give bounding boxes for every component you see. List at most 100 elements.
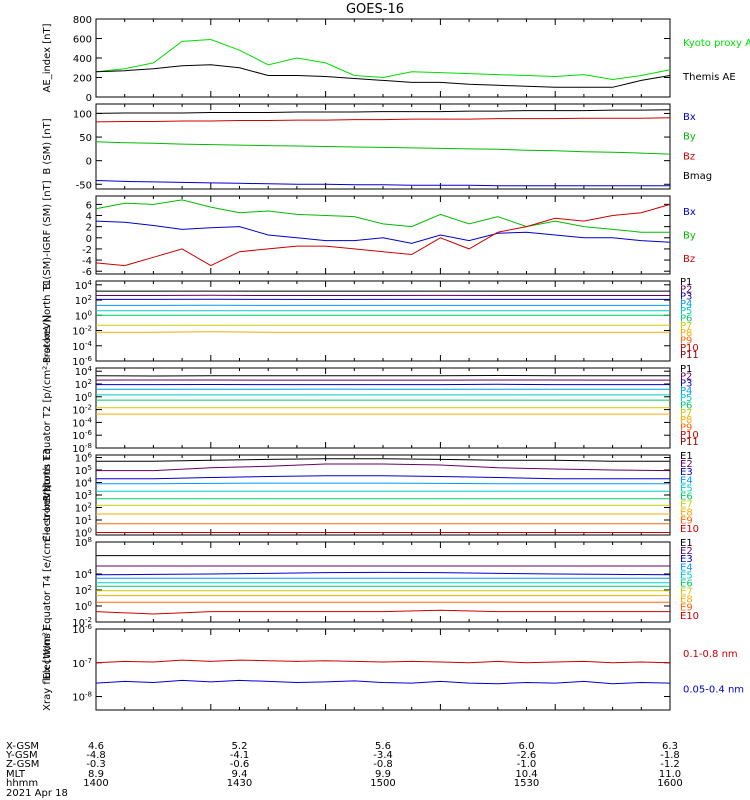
series-line-Bz [95, 117, 671, 123]
y-tick-label: 102 [75, 584, 92, 597]
x-tick-label: -0.3 [86, 759, 106, 770]
x-tick-label: -4.8 [86, 750, 106, 761]
legend-entry: Themis AE [682, 72, 736, 83]
x-tick-label: -0.8 [373, 759, 393, 770]
x-axis-row-label: MLT [6, 769, 26, 780]
y-tick-label: 100 [73, 109, 92, 120]
panel-frame [95, 103, 671, 190]
channel-label: E1 [680, 451, 693, 462]
channel-label: E7 [680, 500, 693, 511]
x-tick-label: 1530 [514, 778, 539, 789]
series-line-E10 [95, 609, 670, 615]
channel-label: P9 [680, 422, 692, 433]
y-tick-label: 104 [75, 365, 93, 378]
panel-2: 100 50 0 -50 B (SM) [nT] Bx By Bz Bmag [42, 103, 712, 191]
x-tick-label: 4.6 [88, 741, 104, 752]
y-tick-label: 0 [86, 93, 92, 104]
y-tick-label: 102 [75, 502, 92, 515]
x-tick-label: -2.6 [517, 750, 537, 761]
channel-label: P10 [680, 430, 699, 441]
panel-frame [95, 195, 671, 275]
y-tick-label: 10-7 [72, 657, 92, 670]
y-tick-label: 104 [75, 568, 93, 581]
channel-label: P4 [680, 386, 692, 397]
series-line-P8 [96, 331, 670, 333]
series-line-Bx [95, 220, 671, 244]
channel-label: P9 [680, 335, 692, 346]
channel-label: E1 [680, 538, 693, 549]
channel-label: E2 [680, 546, 693, 557]
legend-entry: 0.1-0.8 nm [683, 649, 738, 660]
y-tick-label: -2 [82, 245, 92, 256]
y-axis-label: AE_index [nT] [42, 23, 53, 92]
channel-label: E7 [680, 587, 693, 598]
channel-label: P2 [680, 371, 692, 382]
series-line-E4 [96, 482, 670, 485]
x-tick-label: 11.0 [659, 769, 681, 780]
x-tick-label: -1.8 [660, 750, 680, 761]
legend-entry: Bz [683, 151, 695, 162]
panel-frame [95, 541, 671, 623]
y-tick-label: 4 [86, 212, 92, 223]
y-tick-label: 106 [75, 452, 93, 465]
channel-label: E3 [680, 467, 693, 478]
y-tick-label: 10-2 [72, 404, 92, 417]
x-axis-row-label: X-GSM [6, 741, 39, 752]
channel-label: P8 [680, 415, 692, 426]
channel-label: E9 [680, 603, 693, 614]
y-tick-label: 0 [86, 234, 92, 245]
series-line-Bx [95, 180, 670, 187]
channel-label: P7 [680, 321, 692, 332]
channel-label: P4 [680, 299, 692, 310]
x-tick-label: 8.9 [88, 769, 104, 780]
x-tick-label: -0.6 [230, 759, 250, 770]
x-axis-row-label: Z-GSM [6, 759, 39, 770]
plot-title: GOES-16 [346, 2, 404, 17]
x-tick-label: -3.4 [373, 750, 393, 761]
x-tick-label: 9.4 [232, 769, 248, 780]
channel-label: E6 [680, 491, 693, 502]
x-tick-label: 5.2 [232, 741, 248, 752]
y-tick-label: 10-8 [72, 691, 92, 704]
channel-label: P8 [680, 328, 692, 339]
channel-label: E6 [680, 578, 693, 589]
series-line-Kyoto-proxy-AE [95, 38, 671, 81]
x-tick-label: 1500 [370, 778, 395, 789]
panel-1: 800 600 400 200 0 AE_index [nT] Kyoto proxy AE… [42, 15, 750, 104]
x-tick-label: 1430 [227, 778, 252, 789]
channel-label: E5 [680, 570, 693, 581]
legend-entry: Bz [683, 254, 695, 265]
y-tick-label: -6 [82, 267, 92, 278]
x-tick-label: 1400 [83, 778, 108, 789]
legend-entry: Bmag [683, 171, 712, 182]
series-line-Themis-AE [95, 64, 671, 88]
y-tick-label: 200 [73, 74, 92, 85]
y-tick-label: 0 [86, 157, 92, 168]
y-tick-label: 103 [75, 489, 92, 502]
channel-label: P5 [680, 306, 692, 317]
legend-entry: Bx [683, 207, 696, 218]
y-tick-label: 400 [73, 54, 92, 65]
y-tick-label: 104 [75, 477, 93, 490]
channel-label: E8 [680, 508, 693, 519]
legend-entry: Kyoto proxy AE [683, 38, 750, 49]
y-tick-label: 2 [86, 223, 92, 234]
y-tick-label: -4 [82, 256, 92, 267]
panel-frame [95, 280, 671, 362]
y-tick-label: -50 [76, 180, 92, 191]
series-line-E2 [96, 463, 671, 472]
y-tick-label: 10-6 [72, 623, 92, 636]
channel-label: P6 [680, 401, 692, 412]
x-axis-row-label: hhmm [6, 778, 38, 789]
channel-label: E10 [680, 611, 699, 622]
y-tick-label: 101 [75, 514, 92, 527]
channel-label: E2 [680, 459, 693, 470]
y-tick-label: 10-2 [72, 325, 92, 338]
channel-label: P1 [680, 277, 692, 288]
channel-label: P3 [680, 292, 692, 303]
y-axis-label: B (SM) [nT] [42, 118, 53, 174]
